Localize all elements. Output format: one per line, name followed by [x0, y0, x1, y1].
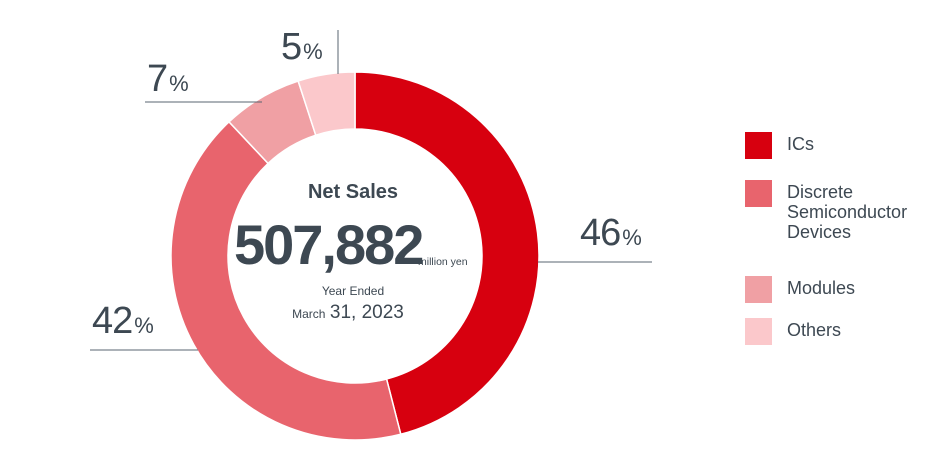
- legend-line: Modules: [787, 278, 856, 298]
- total-value: 507,882: [234, 213, 424, 276]
- legend-label: ICs: [787, 134, 930, 154]
- legend-swatch: [745, 276, 772, 303]
- callout-others: 5%: [281, 26, 323, 69]
- legend-line: Semiconductor: [787, 202, 908, 222]
- legend-swatch: [745, 180, 772, 207]
- legend-line: Discrete: [787, 182, 854, 202]
- period-line1: Year Ended: [321, 284, 385, 298]
- callout-pct: %: [303, 39, 323, 64]
- legend-label: Modules: [787, 278, 930, 298]
- callout-ics: 46%: [580, 212, 642, 255]
- legend-swatch: [745, 132, 772, 159]
- legend-swatch: [745, 318, 772, 345]
- legend-line: Others: [787, 320, 842, 340]
- callout-discrete: 42%: [92, 300, 154, 343]
- period-line2: March 31, 2023: [216, 302, 480, 324]
- callout-pct: %: [134, 313, 154, 338]
- callout-modules: 7%: [147, 58, 189, 101]
- total-unit: million yen: [418, 256, 468, 268]
- legend-label: Others: [787, 320, 930, 340]
- callout-pct: %: [169, 71, 189, 96]
- callout-value: 5: [281, 26, 302, 68]
- legend-label: Discrete Semiconductor Devices: [787, 182, 930, 242]
- center-title: Net Sales: [307, 181, 399, 203]
- legend-line: Devices: [787, 222, 852, 242]
- callout-pct: %: [622, 225, 642, 250]
- legend-line: ICs: [787, 134, 814, 154]
- callout-value: 46: [580, 212, 621, 254]
- callout-value: 42: [92, 300, 133, 342]
- slice-ics: [354, 71, 540, 436]
- center-label: Net Sales 507,882 million yen Year Ended…: [230, 180, 480, 324]
- period-date: 31, 2023: [329, 302, 404, 323]
- slice-discrete: [170, 120, 402, 441]
- callout-value: 7: [147, 58, 168, 100]
- slice-others: [297, 71, 356, 137]
- center-total: 507,882 million yen: [230, 213, 480, 278]
- period-prefix: March: [292, 307, 326, 321]
